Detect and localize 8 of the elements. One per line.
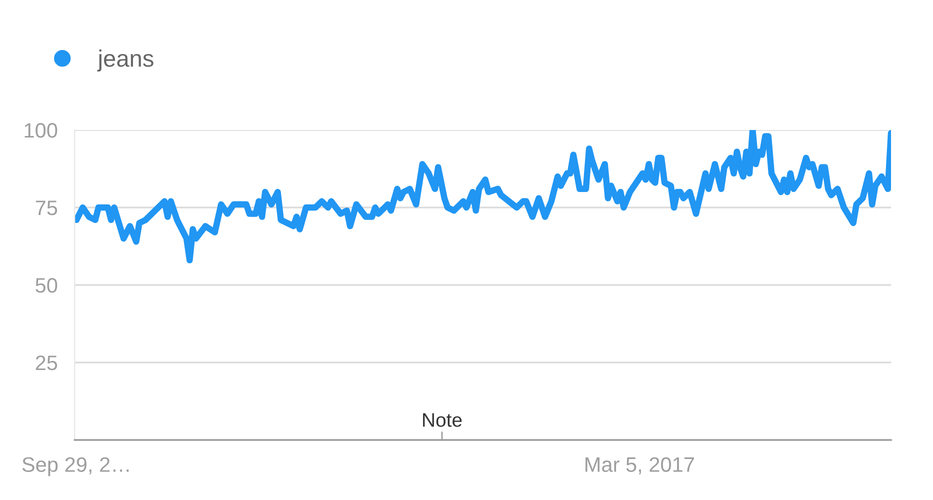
y-tick-label: 100	[24, 123, 58, 138]
legend-label: jeans	[97, 50, 154, 72]
y-tick-label: 50	[36, 278, 58, 293]
y-tick-label: 25	[36, 356, 58, 370]
annotation: Note	[423, 413, 462, 427]
x-tick-label: Mar 5, 2017	[586, 457, 694, 474]
x-tick-label: Sep 29, 2…	[22, 457, 129, 476]
y-tick-label: 75	[36, 200, 58, 216]
